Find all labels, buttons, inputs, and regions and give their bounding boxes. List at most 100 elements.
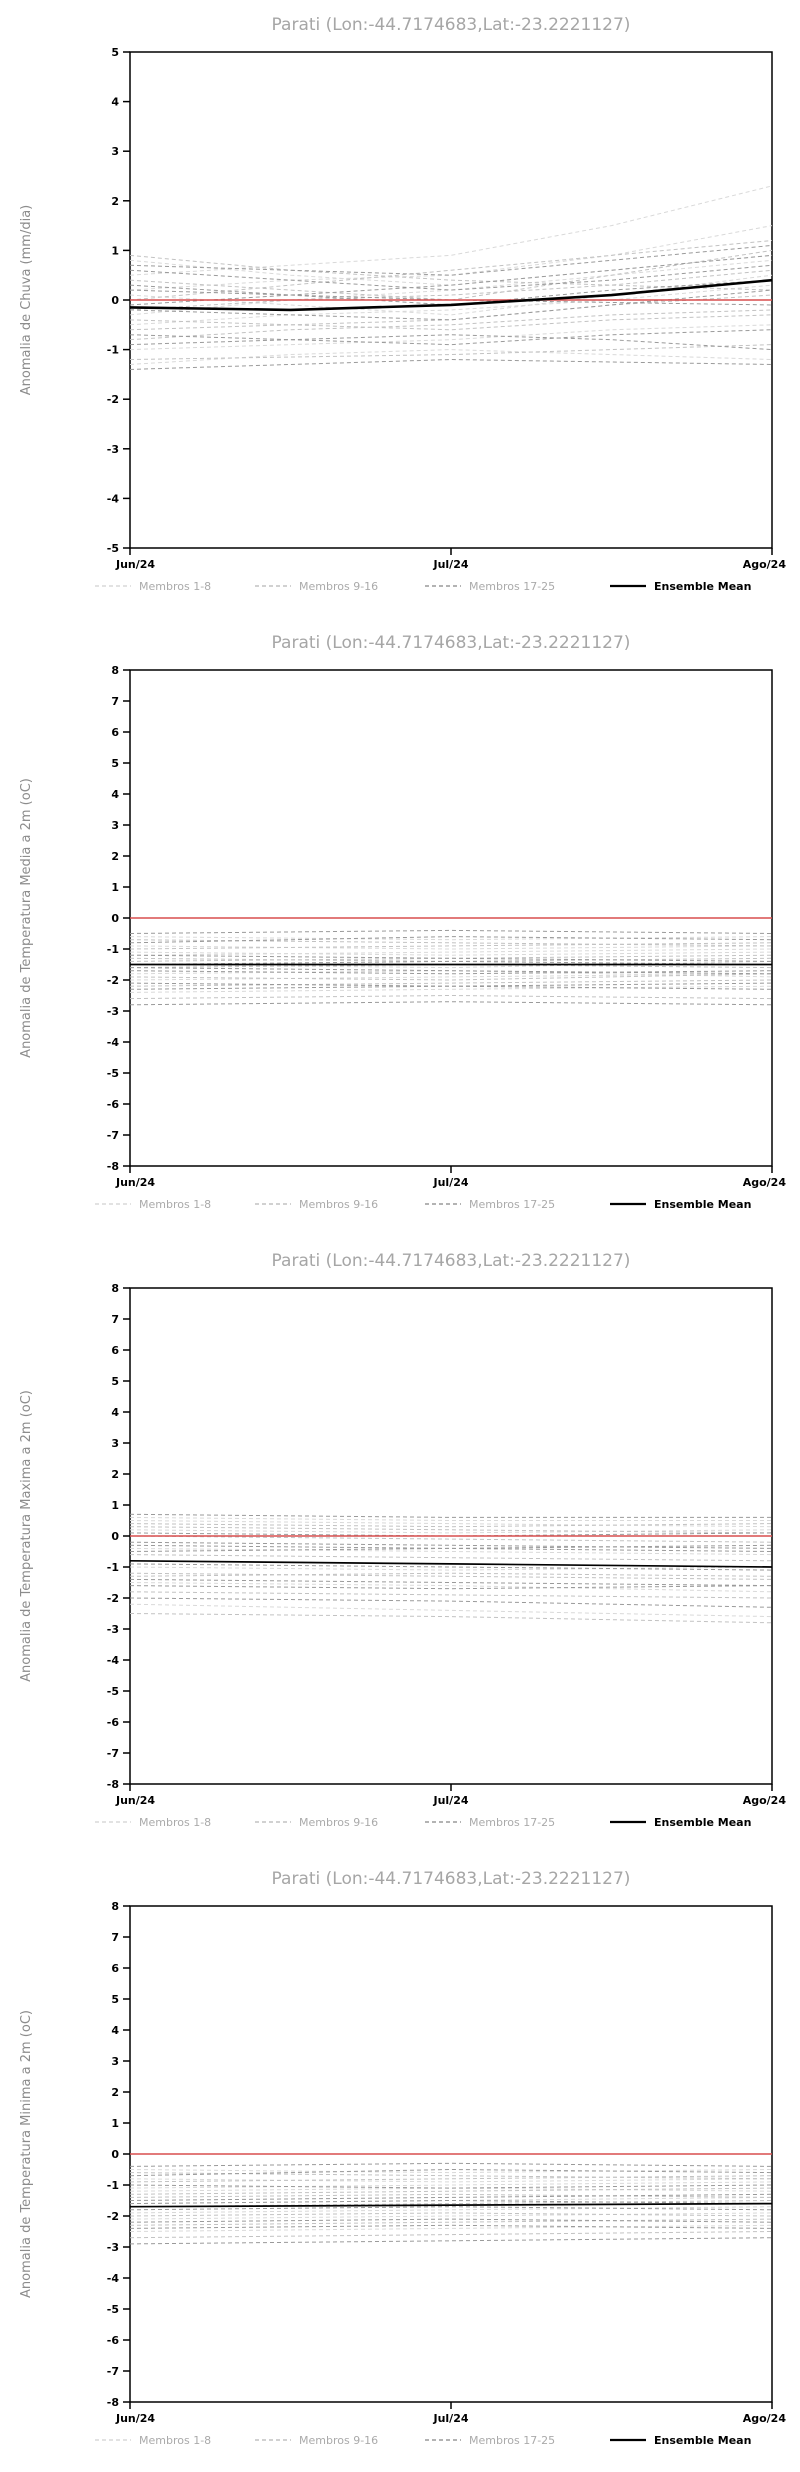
svg-text:0: 0 xyxy=(111,294,119,307)
y-axis-label: Anomalia de Temperatura Minima a 2m (oC) xyxy=(19,2010,34,2298)
legend-item-ensemble-mean: Ensemble Mean xyxy=(610,2434,751,2447)
svg-text:-2: -2 xyxy=(107,393,119,406)
legend-item-membros-17-25: Membros 17-25 xyxy=(425,2434,555,2447)
chart-panel-chuva: Parati (Lon:-44.7174683,Lat:-23.2221127)… xyxy=(0,0,800,618)
svg-text:5: 5 xyxy=(111,46,119,59)
svg-text:Jul/24: Jul/24 xyxy=(432,2412,468,2425)
svg-text:1: 1 xyxy=(111,2117,119,2130)
legend-label: Ensemble Mean xyxy=(654,1198,751,1211)
chart-title: Parati (Lon:-44.7174683,Lat:-23.2221127) xyxy=(272,1251,631,1271)
svg-text:Jun/24: Jun/24 xyxy=(115,1176,155,1189)
svg-text:-2: -2 xyxy=(107,2210,119,2223)
legend-item-membros-9-16: Membros 9-16 xyxy=(255,1816,378,1829)
legend-label: Membros 1-8 xyxy=(139,580,211,593)
legend-item-membros-17-25: Membros 17-25 xyxy=(425,1198,555,1211)
svg-text:-5: -5 xyxy=(107,1685,119,1698)
svg-text:6: 6 xyxy=(111,726,119,739)
chart-title: Parati (Lon:-44.7174683,Lat:-23.2221127) xyxy=(272,15,631,35)
svg-text:Jul/24: Jul/24 xyxy=(432,558,468,571)
svg-text:3: 3 xyxy=(111,2055,119,2068)
svg-text:3: 3 xyxy=(111,1437,119,1450)
svg-text:-6: -6 xyxy=(107,1098,120,1111)
svg-text:-4: -4 xyxy=(107,1036,120,1049)
svg-text:-6: -6 xyxy=(107,1716,120,1729)
svg-text:-4: -4 xyxy=(107,1654,120,1667)
svg-text:5: 5 xyxy=(111,1375,119,1388)
svg-text:8: 8 xyxy=(111,1900,119,1913)
svg-text:-7: -7 xyxy=(107,1747,119,1760)
plot-area: -8 -7 -6 -5 -4 -3 -2 -1 0 1 2 3 4 5 6 7 8 Jun/24 Jul/24 Ago… xyxy=(107,664,787,1189)
legend-label: Membros 9-16 xyxy=(299,580,378,593)
svg-text:-3: -3 xyxy=(107,2241,119,2254)
svg-text:1: 1 xyxy=(111,881,119,894)
legend-item-membros-1-8: Membros 1-8 xyxy=(95,580,211,593)
chart-title: Parati (Lon:-44.7174683,Lat:-23.2221127) xyxy=(272,633,631,653)
legend: Membros 1-8 Membros 9-16 Membros 17-25 E… xyxy=(95,1198,751,1211)
svg-text:7: 7 xyxy=(111,1313,119,1326)
svg-text:-8: -8 xyxy=(107,1160,119,1173)
svg-text:4: 4 xyxy=(111,96,119,109)
svg-text:2: 2 xyxy=(111,1468,119,1481)
legend-label: Membros 9-16 xyxy=(299,1198,378,1211)
svg-text:4: 4 xyxy=(111,1406,119,1419)
chart-panel-temp-media: Parati (Lon:-44.7174683,Lat:-23.2221127)… xyxy=(0,618,800,1236)
svg-text:Jun/24: Jun/24 xyxy=(115,2412,155,2425)
y-axis-label: Anomalia de Temperatura Media a 2m (oC) xyxy=(19,778,34,1058)
svg-text:2: 2 xyxy=(111,850,119,863)
svg-text:-1: -1 xyxy=(107,2179,119,2192)
svg-text:8: 8 xyxy=(111,664,119,677)
svg-text:0: 0 xyxy=(111,2148,119,2161)
legend-label: Membros 17-25 xyxy=(469,580,555,593)
legend-item-membros-17-25: Membros 17-25 xyxy=(425,580,555,593)
svg-text:7: 7 xyxy=(111,695,119,708)
legend: Membros 1-8 Membros 9-16 Membros 17-25 E… xyxy=(95,580,751,593)
svg-text:-1: -1 xyxy=(107,344,119,357)
svg-text:Jul/24: Jul/24 xyxy=(432,1794,468,1807)
svg-text:-4: -4 xyxy=(107,2272,120,2285)
svg-text:4: 4 xyxy=(111,2024,119,2037)
legend: Membros 1-8 Membros 9-16 Membros 17-25 E… xyxy=(95,2434,751,2447)
svg-text:3: 3 xyxy=(111,145,119,158)
legend-item-ensemble-mean: Ensemble Mean xyxy=(610,580,751,593)
svg-text:2: 2 xyxy=(111,2086,119,2099)
svg-text:6: 6 xyxy=(111,1344,119,1357)
svg-text:1: 1 xyxy=(111,1499,119,1512)
svg-text:-7: -7 xyxy=(107,2365,119,2378)
svg-text:-8: -8 xyxy=(107,2396,119,2409)
svg-text:2: 2 xyxy=(111,195,119,208)
legend-label: Membros 1-8 xyxy=(139,1198,211,1211)
legend-label: Ensemble Mean xyxy=(654,1816,751,1829)
y-axis-label: Anomalia de Temperatura Maxima a 2m (oC) xyxy=(19,1390,34,1682)
svg-text:-1: -1 xyxy=(107,943,119,956)
legend-item-membros-1-8: Membros 1-8 xyxy=(95,1816,211,1829)
legend-item-membros-9-16: Membros 9-16 xyxy=(255,1198,378,1211)
svg-text:5: 5 xyxy=(111,1993,119,2006)
svg-text:-5: -5 xyxy=(107,2303,119,2316)
svg-text:0: 0 xyxy=(111,1530,119,1543)
svg-text:Jun/24: Jun/24 xyxy=(115,558,155,571)
svg-text:Ago/24: Ago/24 xyxy=(743,1176,787,1189)
svg-text:-5: -5 xyxy=(107,1067,119,1080)
svg-text:-3: -3 xyxy=(107,1623,119,1636)
svg-text:-5: -5 xyxy=(107,542,119,555)
svg-text:0: 0 xyxy=(111,912,119,925)
legend-label: Membros 17-25 xyxy=(469,1198,555,1211)
plot-area: -5 -4 -3 -2 -1 0 1 2 3 4 5 Jun/24 Jul/24 Ago/24 xyxy=(107,46,787,571)
legend-item-membros-9-16: Membros 9-16 xyxy=(255,580,378,593)
plot-area: -8 -7 -6 -5 -4 -3 -2 -1 0 1 2 3 4 5 6 7 8 Jun/24 Jul/24 Ago… xyxy=(107,1900,787,2425)
legend-label: Membros 1-8 xyxy=(139,1816,211,1829)
svg-text:-8: -8 xyxy=(107,1778,119,1791)
legend-item-membros-1-8: Membros 1-8 xyxy=(95,2434,211,2447)
svg-text:-2: -2 xyxy=(107,974,119,987)
legend-label: Membros 1-8 xyxy=(139,2434,211,2447)
svg-text:-1: -1 xyxy=(107,1561,119,1574)
svg-text:1: 1 xyxy=(111,244,119,257)
svg-text:-4: -4 xyxy=(107,492,120,505)
legend-item-ensemble-mean: Ensemble Mean xyxy=(610,1198,751,1211)
svg-text:3: 3 xyxy=(111,819,119,832)
svg-text:-2: -2 xyxy=(107,1592,119,1605)
svg-text:Ago/24: Ago/24 xyxy=(743,558,787,571)
legend-label: Ensemble Mean xyxy=(654,2434,751,2447)
y-axis-label: Anomalia de Chuva (mm/dia) xyxy=(19,205,34,395)
svg-text:-3: -3 xyxy=(107,1005,119,1018)
